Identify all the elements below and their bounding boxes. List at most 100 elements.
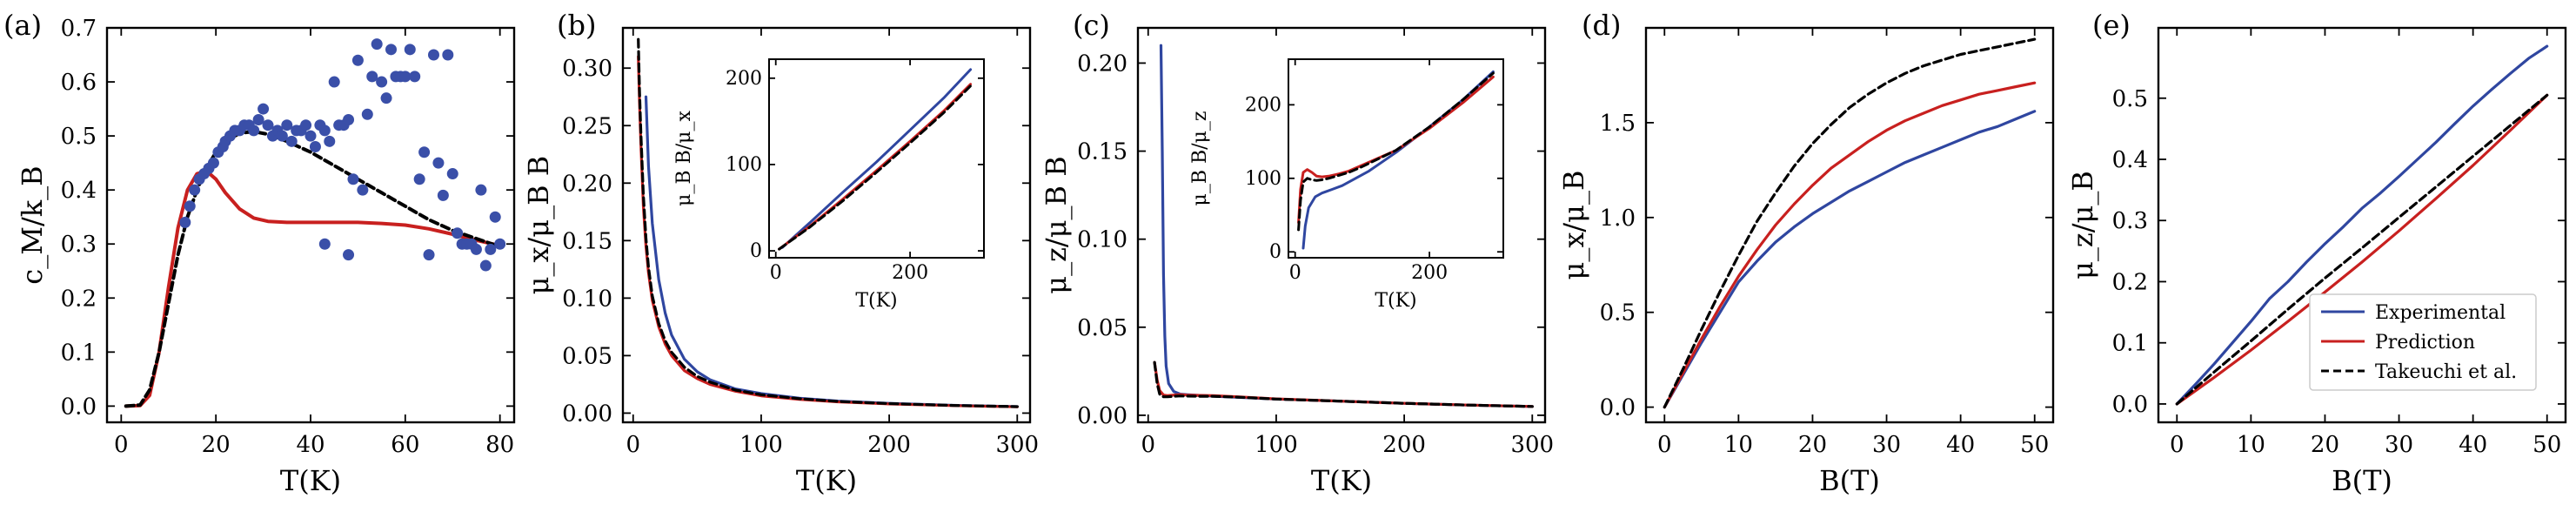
panel-b-inset-x-tick-label-1: 200 <box>892 262 928 284</box>
panel-c-y-tick-label-4: 0.20 <box>1077 51 1127 77</box>
panel-a-scatter-point-43 <box>380 92 392 104</box>
panel-b-series-group <box>637 37 1019 408</box>
panel-c-x-tick-label-2: 200 <box>1382 432 1426 458</box>
panel-a-scatter-point-42 <box>376 76 388 88</box>
panel-a-y-tick-label-0: 0.0 <box>61 394 97 420</box>
panel-c-inset-series-takeuchi <box>1297 71 1495 232</box>
panel-b-inset-y-tick-label-0: 0 <box>750 240 762 262</box>
panel-e-x-tick-label-4: 40 <box>2459 432 2487 458</box>
panel-e-y-tick-label-3: 0.3 <box>2112 208 2148 234</box>
panel-a-scatter-point-69 <box>343 249 355 261</box>
panel-c-y-axis-label: μ_z/μ_B B <box>1040 156 1073 293</box>
panel-c-x-tick-label-1: 100 <box>1255 432 1298 458</box>
panel-d-series-takeuchi <box>1663 37 2037 409</box>
panel-a-scatter-point-56 <box>442 49 454 61</box>
panel-c-inset-x-tick-label-1: 200 <box>1411 262 1448 284</box>
panel-a-scatter-point-57 <box>446 168 458 180</box>
panel-c-inset-x-tick-label-0: 0 <box>1289 262 1301 284</box>
panel-a-scatter-point-26 <box>300 119 312 131</box>
panel-c-inset: 0 200 0 100 200 T(K) μ_B B/μ_z <box>1189 58 1504 312</box>
panel-a-scatter-point-65 <box>485 243 497 255</box>
panel-b-y-tick-label-3: 0.15 <box>562 228 612 254</box>
panel-e-series-prediction <box>2175 93 2549 406</box>
panel-b-series-takeuchi <box>637 37 1019 408</box>
panel-a-scatter-point-64 <box>479 259 492 272</box>
panel-d-x-tick-label-5: 50 <box>2020 432 2049 458</box>
panel-e-label: (e) <box>2092 9 2131 42</box>
panel-a: 0 20 40 60 80 0.0 0.1 0.2 0.3 0.4 0.5 0.6 0.7 (a) T(K)… <box>3 9 516 497</box>
panel-a-scatter-point-6 <box>207 157 219 169</box>
panel-a-scatter-point-38 <box>357 184 369 196</box>
panel-b-inset-series-group <box>778 68 973 251</box>
panel-b-inset: 0 200 0 100 200 T(K) μ_B B/μ_x <box>673 58 985 312</box>
panel-c-inset-x-axis-label: T(K) <box>1375 290 1416 312</box>
panel-b-inset-y-axis-label: μ_B B/μ_x <box>673 111 695 206</box>
panel-a-scatter-point-15 <box>248 125 260 137</box>
panel-a-x-axis-label: T(K) <box>280 464 341 497</box>
panel-a-scatter-point-47 <box>399 71 411 83</box>
legend-label-experimental: Experimental <box>2375 302 2506 324</box>
panel-a-y-tick-label-6: 0.6 <box>61 70 97 96</box>
panel-d-frame <box>1644 26 2055 424</box>
panel-b-y-tick-label-4: 0.20 <box>562 171 612 197</box>
panel-a-scatter-point-0 <box>179 216 191 228</box>
panel-a-y-tick-label-2: 0.2 <box>61 286 97 312</box>
panel-a-scatter-point-2 <box>189 184 201 196</box>
panel-c-inset-series-group <box>1297 70 1495 250</box>
panel-c-x-tick-label-3: 300 <box>1510 432 1554 458</box>
panel-b-x-tick-label-2: 200 <box>867 432 911 458</box>
panel-a-scatter-point-30 <box>318 125 331 137</box>
panel-b-x-tick-label-0: 0 <box>626 432 641 458</box>
panel-c-y-tick-label-1: 0.05 <box>1077 315 1127 341</box>
panel-c-y-tick-label-0: 0.00 <box>1077 403 1127 429</box>
panel-c-inset-y-tick-label-2: 200 <box>1245 94 1281 116</box>
panel-b-x-tick-label-1: 100 <box>739 432 783 458</box>
panel-a-scatter-point-16 <box>252 113 264 125</box>
panel-a-scatter-point-62 <box>470 243 482 255</box>
panel-b-inset-x-axis-label: T(K) <box>855 290 897 312</box>
panel-c-inset-background <box>1288 59 1503 258</box>
panel-c-series-takeuchi <box>1153 360 1534 408</box>
panel-a-scatter-point-63 <box>475 184 487 196</box>
panel-a-scatter-point-23 <box>285 135 298 147</box>
panel-b-x-axis-label: T(K) <box>796 464 857 497</box>
panel-a-scatter-point-67 <box>494 238 506 250</box>
panel-e-x-axis-label: B(T) <box>2332 464 2392 497</box>
panel-e-y-axis-label: μ_z/μ_B <box>2066 171 2099 280</box>
legend-label-takeuchi: Takeuchi et al. <box>2375 361 2517 383</box>
panel-b-y-tick-label-2: 0.10 <box>562 286 612 312</box>
panel-b-inset-x-tick-label-0: 0 <box>770 262 782 284</box>
panel-d: 0 10 20 30 40 50 0.0 0.5 1.0 1.5 (d) B(T) μ_x/μ_B <box>1557 9 2055 497</box>
panel-a-series-takeuchi <box>124 130 502 408</box>
panel-a-scatter-point-32 <box>328 76 340 88</box>
panel-c-series-prediction <box>1153 360 1534 408</box>
panel-d-x-tick-label-0: 0 <box>1657 432 1672 458</box>
panel-a-frame <box>105 26 516 424</box>
panel-a-scatter-point-39 <box>361 108 373 120</box>
panel-b-label: (b) <box>557 9 596 42</box>
panel-d-label: (d) <box>1582 9 1621 42</box>
panel-a-scatter-point-1 <box>184 200 196 212</box>
panel-c-inset-y-tick-label-1: 100 <box>1245 168 1281 190</box>
panel-e-x-tick-label-1: 10 <box>2237 432 2265 458</box>
panel-a-scatter-point-36 <box>347 173 359 185</box>
panel-a-y-tick-label-4: 0.4 <box>61 178 97 204</box>
panel-c-series-group <box>1153 44 1534 408</box>
panel-a-scatter-point-27 <box>304 130 317 142</box>
panel-c-x-axis-label: T(K) <box>1311 464 1372 497</box>
panel-a-scatter-point-35 <box>343 113 355 125</box>
panel-a-scatter-point-17 <box>258 103 270 115</box>
panel-c-inset-y-axis-label: μ_B B/μ_z <box>1189 111 1211 206</box>
panel-a-y-tick-label-3: 0.3 <box>61 232 97 258</box>
panel-a-x-tick-label-0: 0 <box>114 432 129 458</box>
panel-d-x-tick-label-1: 10 <box>1724 432 1753 458</box>
panel-a-scatter-point-55 <box>437 189 449 201</box>
panel-a-scatter-point-40 <box>366 71 378 83</box>
panel-a-y-tick-label-1: 0.1 <box>61 340 97 366</box>
panel-c-frame <box>1136 26 1547 424</box>
panel-a-scatter-point-53 <box>427 49 439 61</box>
panel-b-inset-series-experimental <box>780 68 973 249</box>
panel-b-inset-y-tick-label-1: 100 <box>726 154 762 176</box>
panel-d-x-tick-label-4: 40 <box>1946 432 1975 458</box>
